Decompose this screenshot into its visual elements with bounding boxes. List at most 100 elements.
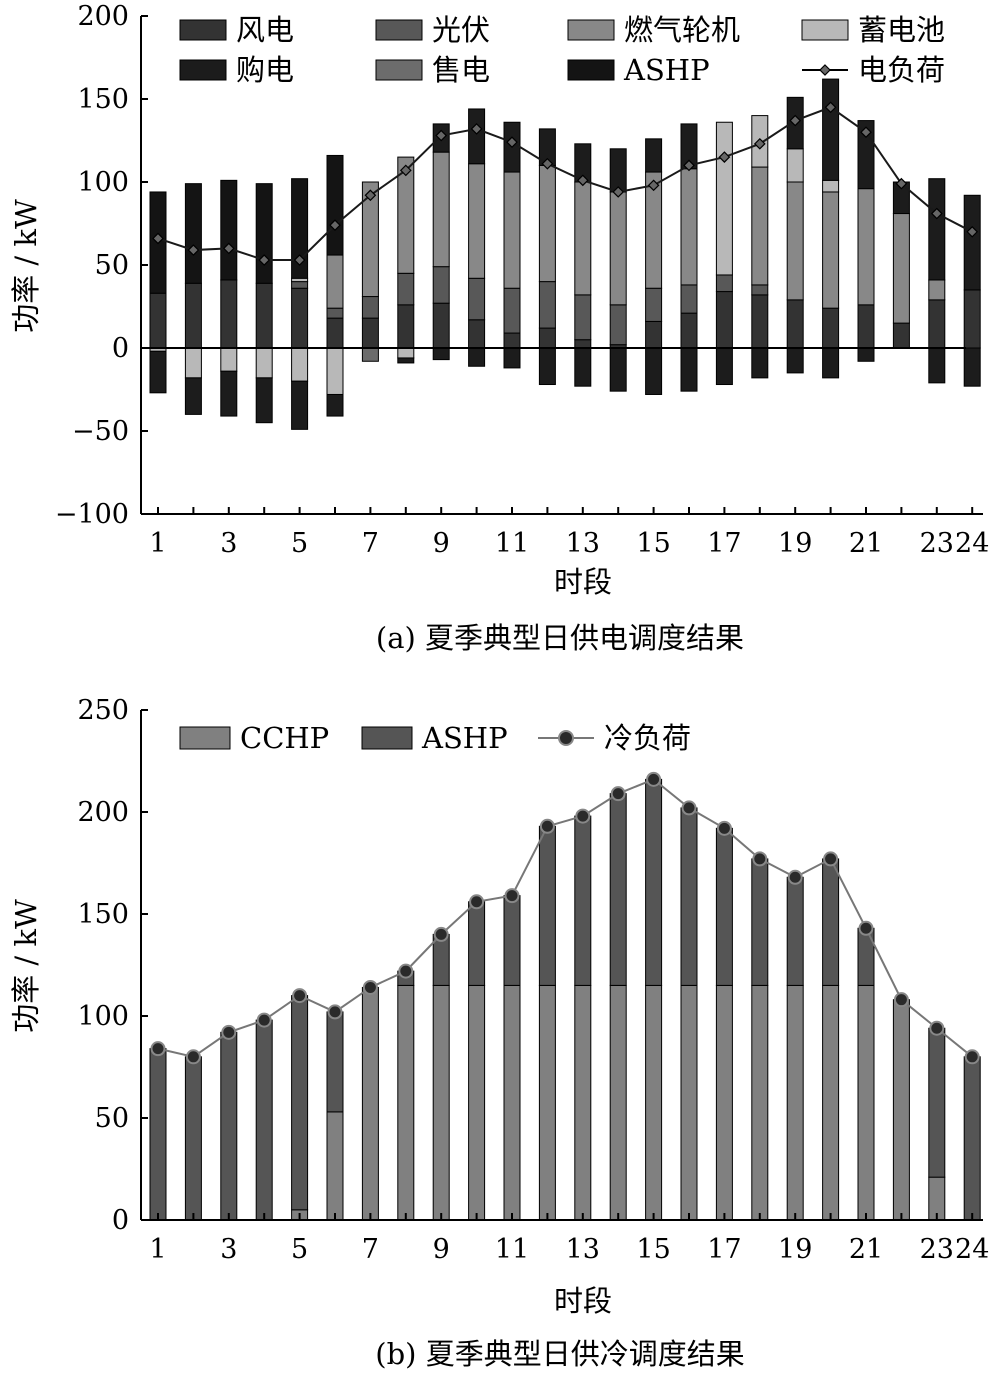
load-point bbox=[612, 186, 625, 198]
bar-segment bbox=[220, 279, 238, 349]
bar-segment bbox=[397, 304, 415, 349]
x-tick-label: 7 bbox=[362, 1234, 379, 1265]
legend-swatch bbox=[801, 19, 849, 41]
bar-segment bbox=[715, 274, 733, 293]
legend-label: 电负荷 bbox=[858, 53, 945, 87]
load-point bbox=[860, 126, 872, 139]
bar-segment bbox=[574, 347, 592, 387]
load-point bbox=[399, 164, 412, 177]
load-point bbox=[435, 129, 448, 142]
bar-segment bbox=[928, 178, 946, 281]
legend-item: 冷负荷 bbox=[538, 721, 691, 755]
load-point bbox=[681, 800, 697, 816]
bar-segment bbox=[432, 347, 450, 361]
load-point bbox=[327, 1004, 343, 1020]
bar-segment-cchp bbox=[786, 984, 804, 1221]
x-tick-label: 15 bbox=[636, 528, 670, 559]
legend-item: 电负荷 bbox=[802, 53, 945, 87]
load-point bbox=[469, 894, 485, 910]
load-point bbox=[329, 219, 341, 232]
bar-segment bbox=[255, 183, 273, 284]
legend-label: 蓄电池 bbox=[858, 13, 945, 47]
bar-segment-ashp bbox=[786, 876, 804, 986]
bar-segment bbox=[928, 279, 946, 301]
load-point bbox=[858, 920, 874, 936]
bar-segment bbox=[715, 121, 733, 276]
bar-segment-ashp bbox=[468, 901, 486, 986]
bar-segment bbox=[786, 299, 804, 349]
legend-item: CCHP bbox=[179, 721, 329, 755]
bar-segment bbox=[963, 347, 981, 387]
bar-segment bbox=[432, 302, 450, 349]
bar-segment bbox=[751, 166, 769, 286]
x-tick-label: 19 bbox=[778, 1234, 812, 1265]
legend-swatch bbox=[567, 19, 615, 41]
chart-a-caption: (a) 夏季典型日供电调度结果 bbox=[376, 621, 744, 655]
bar-segment bbox=[892, 213, 910, 324]
bar-segment-ashp bbox=[715, 827, 733, 986]
legend-swatch bbox=[375, 19, 423, 41]
bar-segment bbox=[397, 156, 415, 274]
bar-segment bbox=[822, 78, 840, 181]
x-tick-label: 9 bbox=[433, 528, 450, 559]
legend-item: 风电 bbox=[179, 13, 294, 47]
load-point bbox=[398, 963, 414, 979]
x-tick-label: 7 bbox=[362, 528, 379, 559]
bar-segment bbox=[786, 347, 804, 374]
bar-segment bbox=[822, 191, 840, 309]
x-tick-label: 23 bbox=[920, 1234, 954, 1265]
bar-segment bbox=[680, 168, 698, 286]
bar-segment bbox=[184, 282, 202, 349]
legend-swatch bbox=[567, 59, 615, 81]
x-tick-label: 21 bbox=[849, 1234, 883, 1265]
legend-item: 购电 bbox=[179, 53, 294, 87]
bar-segment bbox=[892, 322, 910, 349]
legend-label: ASHP bbox=[623, 53, 710, 87]
bar-segment bbox=[715, 291, 733, 349]
bar-segment bbox=[857, 188, 875, 306]
bar-segment bbox=[397, 272, 415, 306]
bar-segment-cchp bbox=[857, 984, 875, 1221]
bar-segment bbox=[361, 296, 379, 319]
legend-swatch bbox=[375, 59, 423, 81]
load-point bbox=[506, 136, 518, 149]
bar-segment-ashp bbox=[963, 1056, 981, 1221]
bar-segment bbox=[928, 347, 946, 384]
bar-segment-cchp bbox=[361, 986, 379, 1221]
bar-segment bbox=[326, 254, 344, 309]
x-tick-label: 24 bbox=[955, 528, 989, 559]
load-point bbox=[716, 820, 732, 836]
legend-swatch bbox=[179, 19, 227, 41]
bar-segment-ashp bbox=[326, 1011, 344, 1113]
legend-label: 光伏 bbox=[432, 13, 490, 47]
x-tick-label: 5 bbox=[291, 528, 308, 559]
load-point bbox=[504, 888, 520, 904]
x-tick-label: 17 bbox=[707, 1234, 741, 1265]
x-tick-label: 24 bbox=[955, 1234, 989, 1265]
chart-b-xlabel: 时段 bbox=[554, 1284, 612, 1318]
bar-segment-cchp bbox=[574, 984, 592, 1221]
bar-segment bbox=[149, 292, 167, 349]
load-point bbox=[470, 123, 483, 135]
load-point bbox=[930, 207, 943, 220]
bar-segment bbox=[538, 347, 556, 386]
y-tick-label: 100 bbox=[77, 167, 129, 198]
bar-segment-cchp bbox=[503, 984, 521, 1221]
chart-a-xlabel: 时段 bbox=[554, 565, 612, 599]
load-point bbox=[258, 254, 271, 266]
bar-segment bbox=[397, 347, 415, 359]
bar-segment bbox=[326, 393, 344, 417]
legend-marker bbox=[558, 730, 574, 746]
bar-segment bbox=[857, 347, 875, 362]
load-point bbox=[539, 818, 555, 834]
load-point bbox=[541, 157, 554, 170]
bar-segment-ashp bbox=[751, 858, 769, 986]
bar-segment bbox=[680, 312, 698, 349]
chart-b-ylabel: 功率 / kW bbox=[9, 899, 43, 1033]
legend-item: ASHP bbox=[361, 721, 508, 755]
bar-segment bbox=[326, 347, 344, 395]
bar-segment bbox=[255, 282, 273, 349]
